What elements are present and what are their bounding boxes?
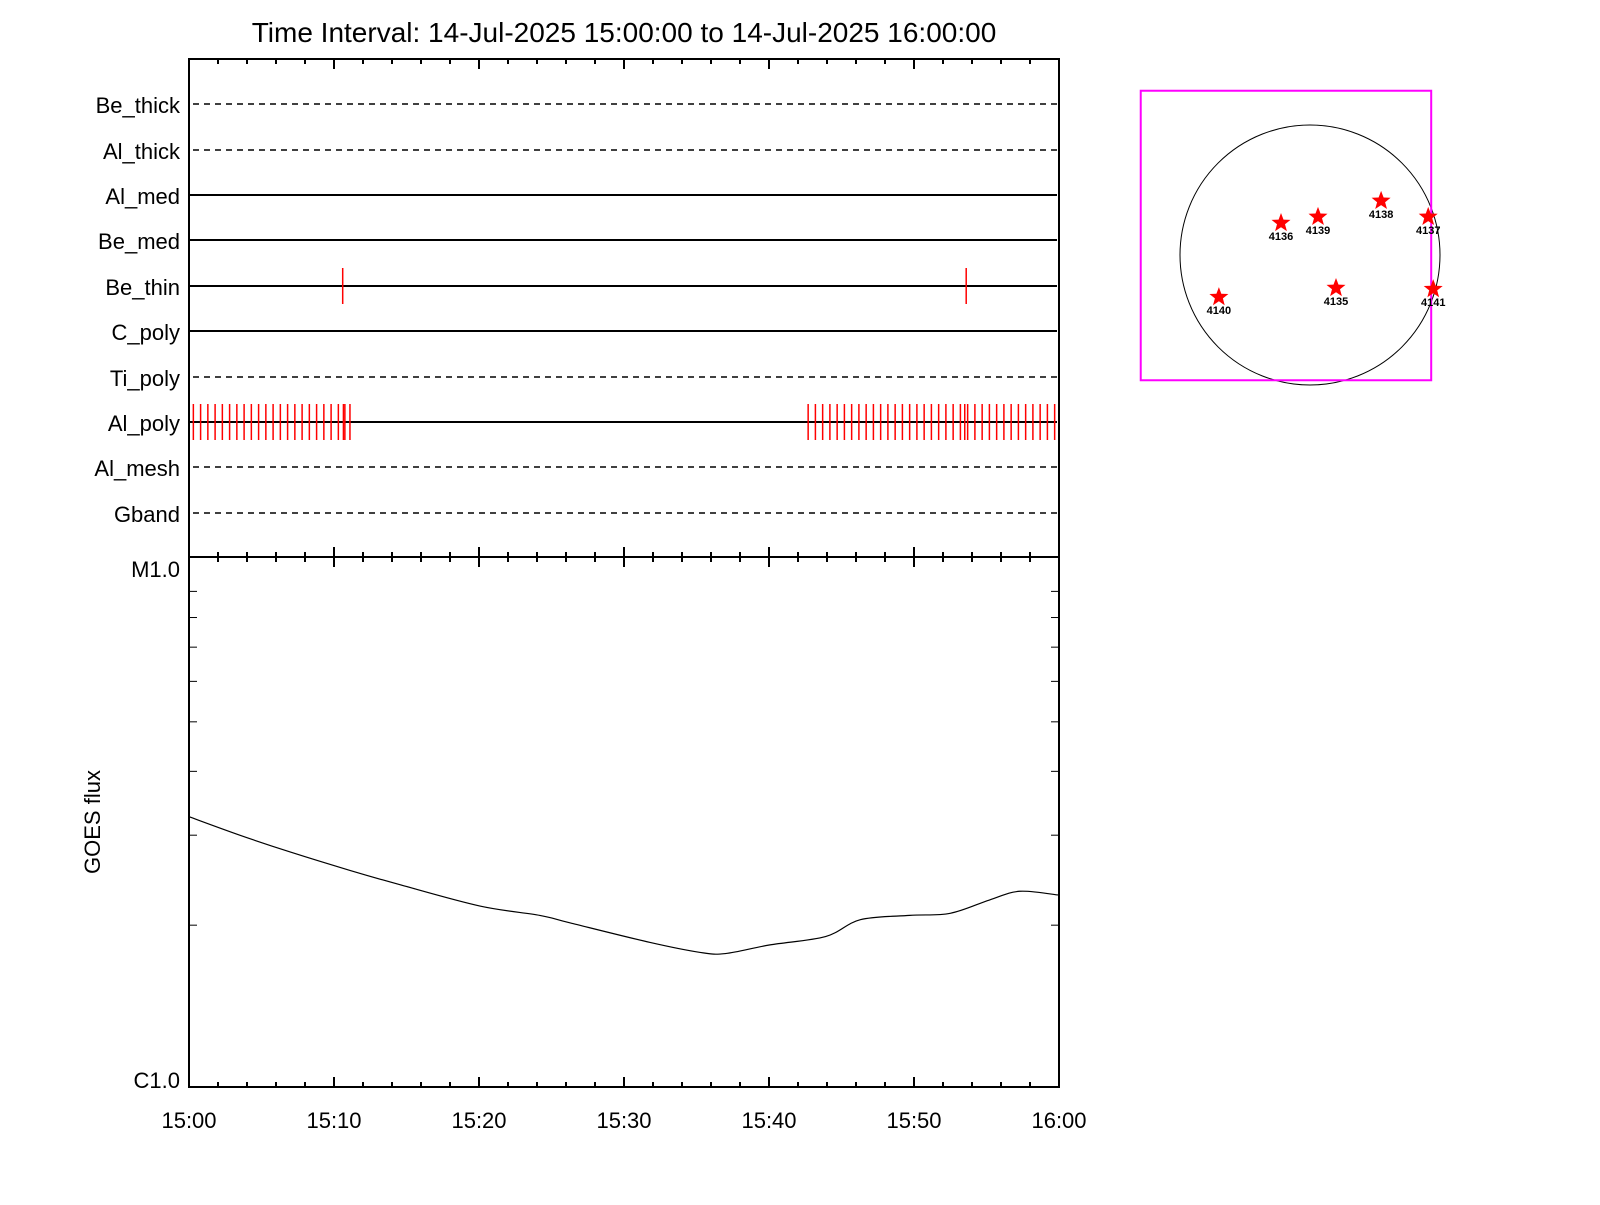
goes-flux-line	[188, 816, 1060, 955]
fov-box	[1139, 89, 1433, 382]
y-tick-label: M1.0	[131, 557, 180, 582]
y-axis-label: GOES flux	[80, 770, 105, 874]
channel-label-Al_med: Al_med	[105, 184, 180, 209]
x-tick-label: 15:50	[886, 1108, 941, 1133]
region-star-icon	[1209, 287, 1229, 306]
y-tick-label: C1.0	[134, 1068, 180, 1093]
solar-map-panel: 4136 4139 4138 4137 4140 4135 4141	[1139, 89, 1445, 386]
region-label: 4137	[1416, 225, 1440, 237]
goes-flux-panel: C1.0 M1.0 GOES flux 15:00 15:10 15:20 15:30 15:…	[80, 556, 1087, 1133]
region-label: 4138	[1369, 209, 1393, 221]
region-label: 4141	[1421, 297, 1445, 309]
region-star-icon	[1423, 279, 1443, 298]
channel-label-Ti_poly: Ti_poly	[110, 366, 180, 391]
channel-label-Al_thick: Al_thick	[103, 139, 181, 164]
x-tick-label: 15:10	[306, 1108, 361, 1133]
region-star-icon	[1308, 206, 1328, 225]
x-tick-label: 15:20	[451, 1108, 506, 1133]
channel-label-Be_thin: Be_thin	[105, 275, 180, 300]
channel-label-Be_thick: Be_thick	[96, 93, 181, 118]
solar-limb	[1179, 124, 1441, 386]
region-star-icon	[1326, 278, 1346, 297]
chart-title: Time Interval: 14-Jul-2025 15:00:00 to 1…	[252, 17, 997, 48]
x-tick-label: 15:40	[741, 1108, 796, 1133]
x-tick-label: 15:00	[161, 1108, 216, 1133]
region-label: 4135	[1324, 296, 1348, 308]
region-label: 4139	[1306, 225, 1330, 237]
x-tick-label: 15:30	[596, 1108, 651, 1133]
x-tick-label: 16:00	[1031, 1108, 1086, 1133]
filter-timeline-panel: Be_thick Al_thick Al_med Be_med Be_thin C_pol…	[94, 58, 1060, 1087]
region-label: 4140	[1207, 305, 1231, 317]
timeline-frame	[188, 58, 1060, 558]
channel-label-Al_poly: Al_poly	[108, 411, 180, 436]
region-star-icon	[1271, 213, 1291, 232]
goes-frame	[188, 556, 1060, 1088]
region-star-icon	[1418, 206, 1438, 225]
channel-label-Be_med: Be_med	[98, 229, 180, 254]
region-star-icon	[1371, 190, 1391, 209]
region-label: 4136	[1269, 231, 1293, 243]
channel-label-C_poly: C_poly	[112, 320, 180, 345]
channel-label-Al_mesh: Al_mesh	[94, 456, 180, 481]
channel-label-Gband: Gband	[114, 502, 180, 527]
